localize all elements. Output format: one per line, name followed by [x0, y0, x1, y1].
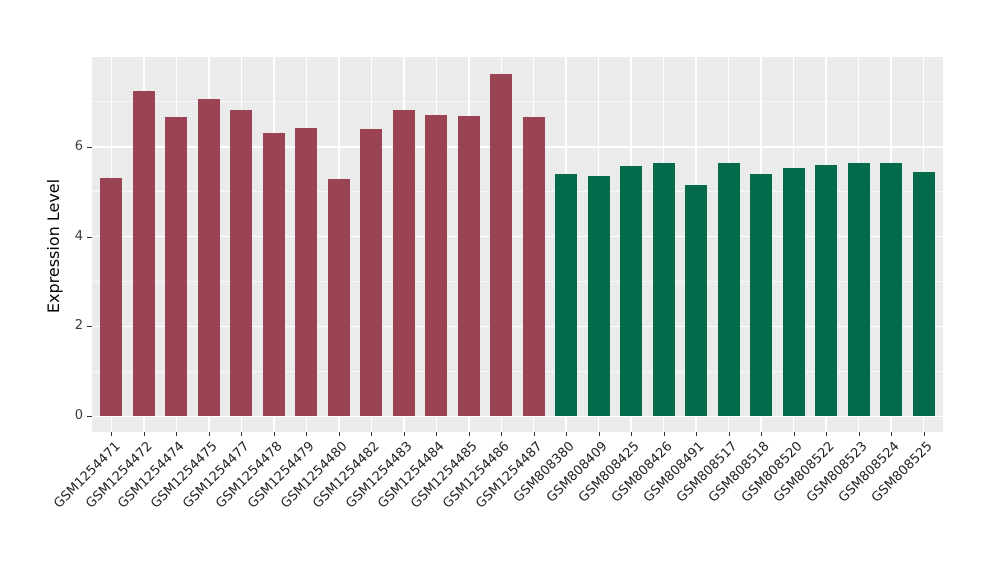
- bar-GSM808518: [750, 174, 773, 417]
- x-tick-mark: [273, 432, 275, 436]
- x-tick-mark: [728, 432, 730, 436]
- x-tick-mark: [566, 432, 568, 436]
- gridline-major-h: [92, 325, 943, 328]
- bar-GSM808409: [587, 176, 610, 417]
- x-tick-mark: [176, 432, 178, 436]
- bar-GSM808522: [815, 165, 838, 417]
- bar-GSM808523: [847, 162, 870, 417]
- y-tick-mark: [87, 146, 92, 148]
- bar-GSM1254482: [360, 129, 383, 417]
- bar-GSM1254487: [522, 117, 545, 417]
- x-tick-mark: [111, 432, 113, 436]
- bar-GSM1254480: [327, 178, 350, 417]
- gridline-major-h: [92, 415, 943, 418]
- bar-GSM808524: [880, 162, 903, 417]
- bar-GSM808517: [717, 162, 740, 417]
- x-tick-mark: [761, 432, 763, 436]
- plot-panel: [92, 57, 943, 432]
- x-tick-mark: [338, 432, 340, 436]
- gridline-minor-h: [92, 191, 943, 193]
- y-tick-mark: [87, 416, 92, 418]
- y-tick-label: 2: [74, 318, 83, 334]
- gridline-major-h: [92, 146, 943, 148]
- x-tick-mark: [468, 432, 470, 436]
- bar-GSM808425: [620, 166, 643, 417]
- bar-GSM808380: [555, 173, 578, 417]
- bar-GSM808520: [782, 168, 805, 417]
- x-tick-mark: [241, 432, 243, 436]
- bar-GSM1254474: [165, 116, 188, 417]
- gridline-minor-h: [92, 370, 943, 372]
- bar-GSM1254486: [490, 74, 513, 417]
- x-tick-mark: [143, 432, 145, 436]
- x-tick-mark: [371, 432, 373, 436]
- bar-GSM1254479: [295, 127, 318, 417]
- y-tick-label: 6: [74, 138, 83, 154]
- y-tick-mark: [87, 326, 92, 328]
- bar-GSM1254478: [262, 132, 285, 417]
- y-tick-mark: [87, 236, 92, 238]
- gridline-major-h: [92, 235, 943, 238]
- x-tick-mark: [923, 432, 925, 436]
- y-tick-label: 0: [74, 408, 83, 424]
- x-tick-mark: [793, 432, 795, 436]
- bar-GSM808525: [912, 172, 935, 417]
- gridline-minor-h: [92, 101, 943, 103]
- bar-GSM1254484: [425, 115, 448, 417]
- bar-GSM1254471: [100, 178, 123, 417]
- bar-GSM1254472: [132, 90, 155, 417]
- bar-GSM1254475: [197, 99, 220, 417]
- x-tick-mark: [631, 432, 633, 436]
- x-tick-mark: [826, 432, 828, 436]
- bar-GSM1254483: [392, 109, 415, 417]
- y-tick-label: 4: [74, 228, 83, 244]
- bar-GSM1254477: [230, 109, 253, 417]
- x-tick-mark: [663, 432, 665, 436]
- bar-GSM1254485: [457, 115, 480, 417]
- x-tick-mark: [533, 432, 535, 436]
- bar-GSM808491: [685, 184, 708, 417]
- x-tick-mark: [306, 432, 308, 436]
- x-tick-mark: [403, 432, 405, 436]
- x-tick-mark: [208, 432, 210, 436]
- bar-GSM808426: [652, 162, 675, 417]
- x-tick-mark: [436, 432, 438, 436]
- x-tick-mark: [891, 432, 893, 436]
- x-tick-mark: [598, 432, 600, 436]
- x-tick-mark: [501, 432, 503, 436]
- gridline-minor-h: [92, 281, 943, 283]
- x-tick-mark: [858, 432, 860, 436]
- x-tick-mark: [696, 432, 698, 436]
